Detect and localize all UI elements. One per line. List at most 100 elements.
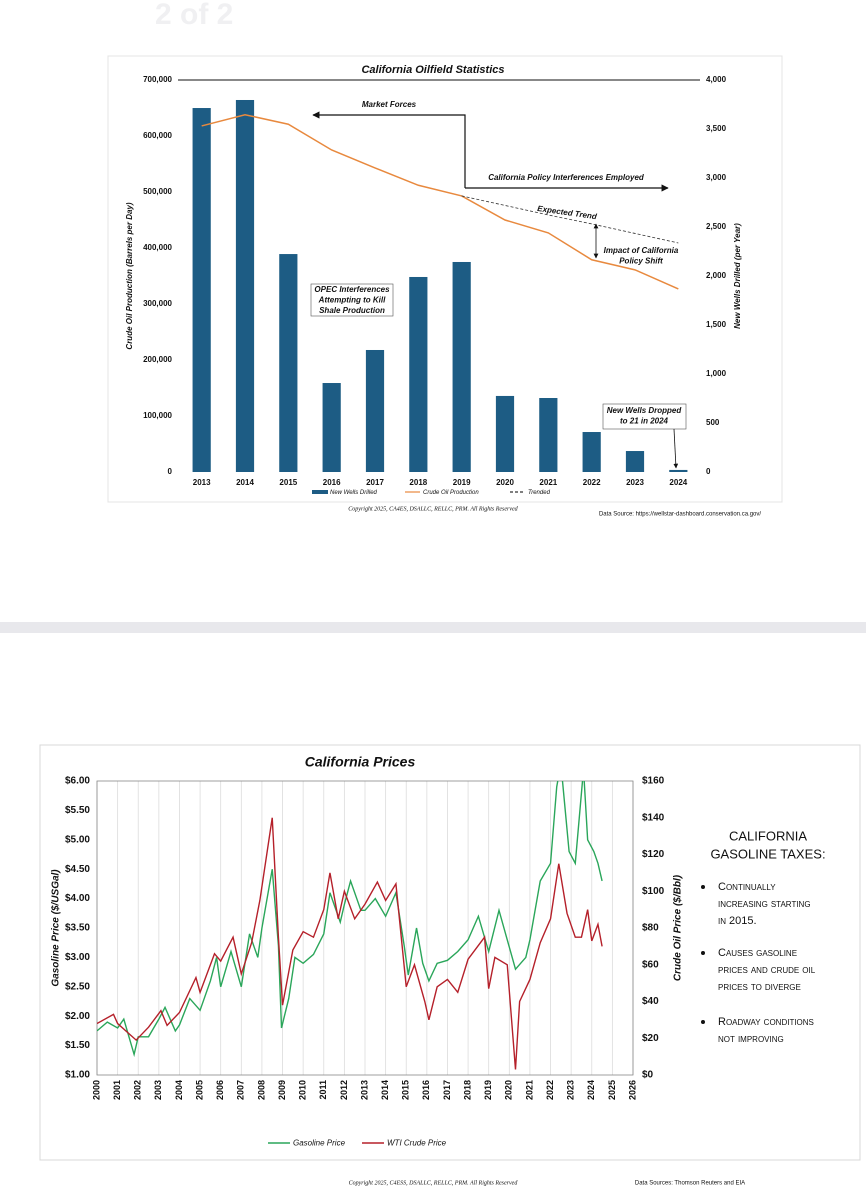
plot-border [96,780,634,1076]
page-label: 2 of 2 [155,0,233,31]
series-line [97,781,603,1058]
bar [669,469,688,472]
x-tick-label: 2003 [153,1080,163,1100]
y-axis-label: Crude Oil Production (Barrels per Day) [125,202,134,349]
source: Data Sources: Thomson Reuters and EIA [635,1181,745,1187]
y-tick-label: $1.50 [65,1040,90,1051]
y2-tick-label: $60 [642,959,659,970]
y2-tick-label: 2,000 [706,271,727,280]
x-tick-label: 2013 [359,1080,369,1100]
x-tick-label: 2021 [539,478,557,487]
y2-tick-label: $0 [642,1070,654,1081]
x-tick-label: 2011 [318,1080,328,1100]
chart1-frame [107,55,783,503]
bar [192,108,211,472]
annotation: OPEC Interferences [314,285,390,294]
y-tick-label: $4.00 [65,893,90,904]
trend-line [461,195,679,244]
y2-axis-label: Crude Oil Price ($/Bbl) [673,874,684,981]
x-tick-label: 2023 [626,478,644,487]
x-tick-label: 2024 [669,478,687,487]
annotation: Attempting to Kill [318,296,386,305]
bar [322,383,341,472]
copyright: Copyright 2025, CA4ES, DSALLC, RELLC, PR… [348,505,518,512]
bullet-text: increasing starting [718,898,811,910]
x-tick-label: 2007 [236,1080,246,1100]
x-tick-label: 2014 [380,1080,390,1100]
annotation: to 21 in 2024 [620,417,669,426]
legend-label: Crude Oil Production [423,490,479,496]
y-tick-label: $2.00 [65,1011,90,1022]
bullet-text: Causes gasoline [718,947,797,959]
annotation: New Wells Dropped [607,406,683,415]
y-tick-label: 600,000 [143,131,172,140]
y-tick-label: $5.50 [65,805,90,816]
y2-tick-label: $120 [642,849,665,860]
y2-tick-label: 2,500 [706,222,727,231]
x-tick-label: 2022 [583,478,601,487]
y2-tick-label: $140 [642,812,665,823]
y-tick-label: $3.00 [65,952,90,963]
x-tick-label: 2004 [174,1080,184,1100]
y-tick-label: 100,000 [143,411,172,420]
chart1-title: California Oilfield Statistics [361,64,504,76]
top-card [0,0,866,622]
annotation: California Policy Interferences Employed [488,173,645,182]
x-tick-label: 2000 [91,1080,101,1100]
series-line [201,113,679,290]
x-tick-label: 2018 [409,478,427,487]
x-tick-label: 2020 [496,478,514,487]
bullet [701,1020,705,1024]
x-tick-label: 2022 [545,1080,555,1100]
bar [539,398,558,472]
y-tick-label: 400,000 [143,243,172,252]
note-box [310,283,394,317]
y-tick-label: $2.50 [65,981,90,992]
x-tick-label: 2020 [504,1080,514,1100]
y2-tick-label: $80 [642,923,659,934]
y2-tick-label: $160 [642,776,665,787]
bar [235,99,255,472]
chart2-frame [39,744,861,1161]
x-tick-label: 2016 [323,478,341,487]
bar [279,254,298,472]
y-tick-label: 500,000 [143,187,172,196]
x-tick-label: 2009 [277,1080,287,1100]
bottom-card [0,633,866,1200]
arrow [673,428,679,469]
x-tick-label: 2006 [215,1080,225,1100]
legend-label: New Wells Drilled [330,490,378,496]
y2-tick-label: $40 [642,996,659,1007]
bullet-text: not improving [718,1033,784,1045]
legend-label: Gasoline Price [293,1139,346,1148]
x-tick-label: 2001 [112,1080,122,1100]
y2-tick-label: $100 [642,886,665,897]
bullet [701,951,705,955]
x-tick-label: 2021 [524,1080,534,1100]
bullet-text: prices to diverge [718,981,801,993]
bar [365,349,385,472]
x-tick-label: 2015 [279,478,297,487]
note-box [602,403,687,430]
x-tick-label: 2016 [421,1080,431,1100]
y2-tick-label: 0 [706,467,711,476]
legend-label: Trended [528,490,551,496]
source: Data Source: https://wellstar-dashboard.… [599,512,761,518]
y2-tick-label: 4,000 [706,75,727,84]
x-tick-label: 2025 [607,1080,617,1100]
chart2-title: California Prices [305,754,416,770]
annotation: Shale Production [319,306,385,315]
x-tick-label: 2002 [133,1080,143,1100]
x-tick-label: 2026 [627,1080,637,1100]
x-tick-label: 2008 [256,1080,266,1100]
sidebar-title: GASOLINE TAXES: [710,846,825,861]
x-tick-label: 2018 [462,1080,472,1100]
bar [495,395,515,472]
y-tick-label: $6.00 [65,776,90,787]
annotation: Market Forces [362,100,417,109]
x-tick-label: 2012 [339,1080,349,1100]
y-tick-label: $1.00 [65,1070,90,1081]
x-tick-label: 2019 [483,1080,493,1100]
y2-tick-label: 3,500 [706,124,727,133]
bullet-text: in 2015. [718,915,757,927]
